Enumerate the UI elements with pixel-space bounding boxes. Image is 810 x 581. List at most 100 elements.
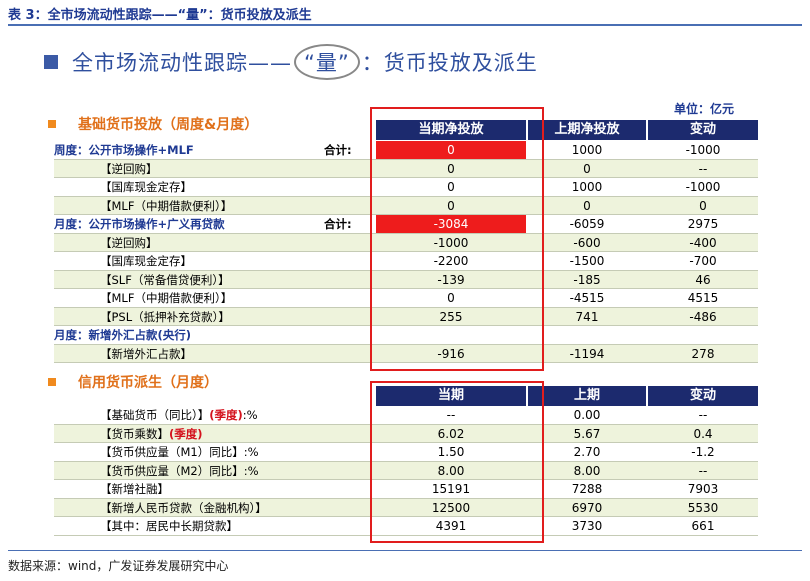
total-label: 合计: — [324, 143, 352, 157]
row-label: 月度：新增外汇占款(央行) — [54, 328, 192, 342]
section-title-text: 基础货币投放（周度&月度） — [78, 117, 259, 133]
table-row: 【基础货币（同比）】(季度):% -- 0.00 -- — [54, 406, 758, 425]
current-value: 15191 — [431, 482, 471, 496]
row-label: 【其中：居民中长期贷款】 — [100, 517, 238, 536]
change-value: 46 — [695, 272, 711, 287]
row-divider — [54, 195, 758, 197]
frequency-note: (季度) — [209, 408, 243, 422]
row-divider — [54, 516, 758, 517]
current-value: -2200 — [433, 254, 469, 268]
row-label: 【新增社融】 — [100, 480, 169, 499]
previous-value: 0 — [583, 161, 591, 176]
previous-value: -185 — [573, 272, 601, 287]
footer-divider — [8, 550, 802, 551]
row-label: 【MLF（中期借款便利）】 — [100, 291, 233, 305]
change-value — [648, 326, 758, 345]
header-previous: 上期 — [528, 386, 646, 406]
row-divider — [54, 343, 758, 345]
frequency-note: (季度) — [169, 426, 203, 441]
row-divider — [54, 214, 758, 215]
current-value: 0 — [447, 180, 455, 194]
header-current-net: 当期净投放 — [376, 120, 526, 140]
unit-suffix: :% — [243, 445, 259, 459]
table-row: 月度：新增外汇占款(央行) — [54, 326, 758, 345]
row-label: 【逆回购】 — [100, 161, 158, 176]
section-base-money-title: 基础货币投放（周度&月度） — [48, 114, 258, 134]
title-suffix: ：货币投放及派生 — [361, 51, 538, 75]
page-title: 全市场流动性跟踪—— “量” ：货币投放及派生 — [44, 44, 538, 80]
change-value: -1000 — [685, 180, 721, 194]
previous-value: -4515 — [569, 291, 605, 305]
change-value: 661 — [691, 519, 715, 533]
row-label: 【国库现金定存】 — [100, 254, 192, 268]
row-label: 月度：公开市场操作+广义再贷款 — [54, 217, 225, 231]
table-row: 【逆回购】 0 0 -- — [54, 159, 758, 178]
row-label-text: 【基础货币（同比）】 — [100, 408, 210, 422]
change-value: 0.4 — [693, 426, 713, 441]
table-row: 【货币乘数】(季度) 6.02 5.67 0.4 — [54, 424, 758, 443]
current-value: 0 — [447, 161, 455, 176]
current-value: 1.50 — [437, 445, 465, 459]
previous-value: 0.00 — [573, 408, 601, 422]
previous-value: 7288 — [571, 482, 603, 496]
caption-divider — [8, 24, 802, 26]
row-divider — [54, 251, 758, 252]
unit-suffix: :% — [242, 408, 258, 422]
previous-value: -6059 — [569, 217, 605, 231]
row-label: 【货币供应量（M1）同比】:% — [100, 443, 259, 462]
row-divider — [54, 177, 758, 178]
previous-value: 741 — [575, 309, 599, 324]
total-label: 合计: — [324, 217, 352, 231]
current-value — [376, 326, 526, 345]
row-divider — [54, 362, 758, 363]
table-row: 【SLF（常备借贷便利）】 -139 -185 46 — [54, 270, 758, 289]
row-label: 【MLF（中期借款便利）】 — [100, 198, 233, 213]
data-source: 数据来源：wind，广发证券发展研究中心 — [8, 559, 229, 573]
change-value: 278 — [691, 346, 715, 361]
table-row: 周度：公开市场操作+MLF 合计: 0 1000 -1000 — [54, 141, 758, 160]
table-caption: 表 3：全市场流动性跟踪——“量”：货币投放及派生 — [8, 8, 312, 23]
current-value: 0 — [447, 291, 455, 305]
section-credit-money-title: 信用货币派生（月度） — [48, 372, 218, 392]
row-divider — [54, 534, 758, 536]
row-divider — [54, 269, 758, 271]
title-prefix: 全市场流动性跟踪—— — [72, 51, 292, 75]
table-row: 【新增社融】 15191 7288 7903 — [54, 480, 758, 499]
change-value: 4515 — [687, 291, 719, 305]
current-value: -3084 — [376, 215, 526, 234]
table-row: 月度：公开市场操作+广义再贷款 合计: -3084 -6059 2975 — [54, 215, 758, 234]
row-divider — [54, 460, 758, 462]
previous-value: 0 — [583, 198, 591, 213]
row-label: 【新增外汇占款】 — [100, 346, 192, 361]
previous-value: 2.70 — [573, 445, 601, 459]
current-value: 12500 — [431, 500, 471, 515]
previous-value: 3730 — [571, 519, 603, 533]
table-row: 【MLF（中期借款便利）】 0 0 0 — [54, 196, 758, 215]
row-label-text: 【新增人民币贷款（金融机构）】 — [100, 500, 267, 515]
section-title-text: 信用货币派生（月度） — [78, 375, 218, 391]
table-row: 【国库现金定存】 0 1000 -1000 — [54, 178, 758, 197]
current-value: -- — [446, 408, 456, 422]
header-change: 变动 — [648, 120, 758, 140]
row-label-text: 【货币供应量（M1）同比】 — [100, 445, 244, 459]
change-value: 2975 — [687, 217, 719, 231]
current-value: -139 — [437, 272, 465, 287]
change-value: -700 — [689, 254, 717, 268]
previous-value: -600 — [573, 235, 601, 250]
row-divider — [54, 325, 758, 326]
previous-value: 8.00 — [573, 463, 601, 478]
previous-value: 5.67 — [573, 426, 601, 441]
previous-value: -1194 — [569, 346, 605, 361]
title-text: 全市场流动性跟踪—— “量” ：货币投放及派生 — [72, 44, 538, 80]
current-value: 0 — [376, 141, 526, 160]
title-square-icon — [44, 55, 58, 69]
row-label-text: 【货币乘数】 — [100, 426, 169, 441]
current-value: 0 — [447, 198, 455, 213]
row-label-text: 【其中：居民中长期贷款】 — [100, 519, 238, 533]
row-label: 【国库现金定存】 — [100, 180, 192, 194]
table-row: 【新增人民币贷款（金融机构）】 12500 6970 5530 — [54, 498, 758, 517]
change-value: -- — [698, 408, 708, 422]
table-row: 【逆回购】 -1000 -600 -400 — [54, 233, 758, 252]
row-label-text: 【新增社融】 — [100, 482, 169, 496]
section-bullet-icon — [48, 378, 56, 386]
